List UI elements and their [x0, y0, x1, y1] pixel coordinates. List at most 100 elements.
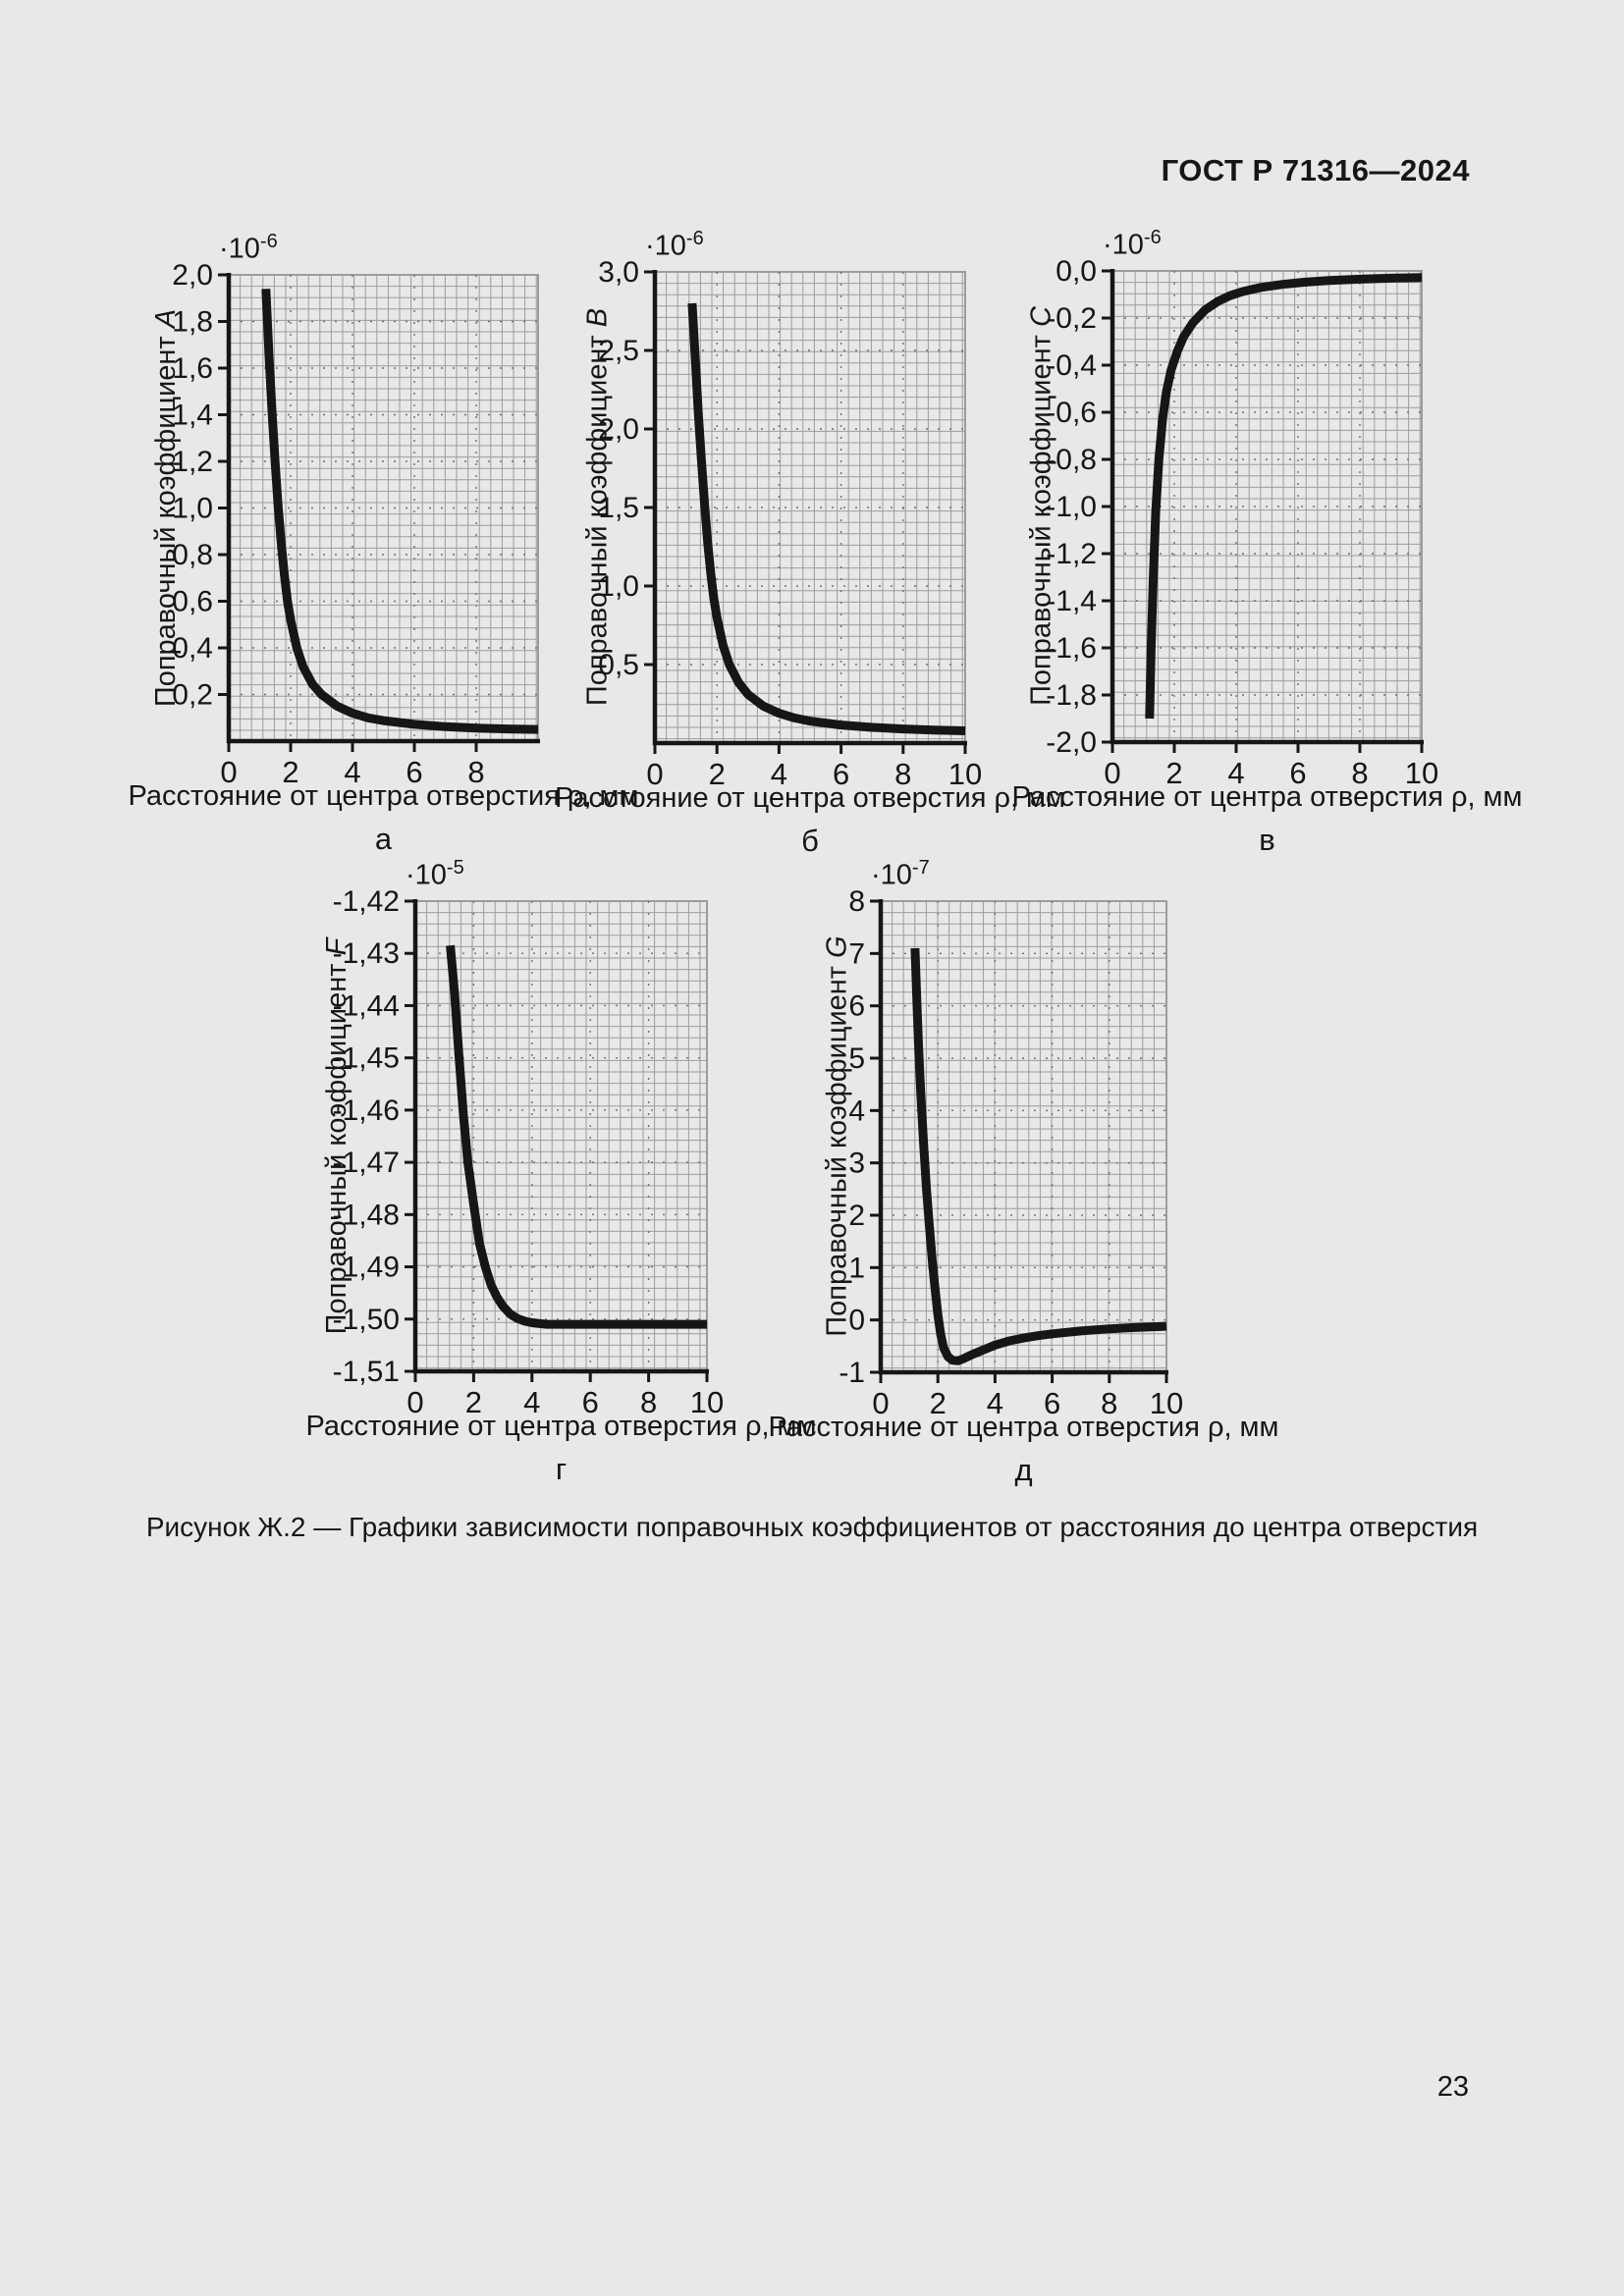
- svg-text:10: 10: [948, 757, 982, 791]
- svg-text:0: 0: [646, 757, 663, 791]
- svg-text:-1,48: -1,48: [333, 1199, 400, 1231]
- svg-text:1,0: 1,0: [598, 570, 639, 603]
- svg-text:6: 6: [1289, 756, 1306, 790]
- svg-text:1,5: 1,5: [598, 492, 639, 524]
- svg-text:0,0: 0,0: [1056, 255, 1097, 288]
- svg-text:2: 2: [282, 755, 298, 789]
- chart-g-y-axis-title: Поправочный коэффициент G: [821, 935, 853, 1337]
- svg-text:8: 8: [1351, 756, 1368, 790]
- svg-text:2,5: 2,5: [598, 335, 639, 367]
- chart-c-x-axis-title: Расстояние от центра отверстия ρ, мм: [1011, 781, 1523, 813]
- svg-text:1,2: 1,2: [172, 446, 213, 478]
- svg-text:4: 4: [987, 1386, 1003, 1420]
- svg-text:1,8: 1,8: [172, 306, 213, 339]
- document-header: ГОСТ Р 71316—2024: [1161, 153, 1470, 187]
- chart-b-x-axis-title: Расстояние от центра отверстия ρ, мм: [555, 782, 1065, 814]
- svg-text:0: 0: [872, 1386, 889, 1420]
- chart-f-plot: 0 2 4 6 8 10 -1,42 -1,43 -1,44 -1,45 -1,46 -1,47 -1,…: [333, 885, 725, 1419]
- svg-text:4: 4: [1227, 756, 1244, 790]
- svg-text:6: 6: [833, 757, 849, 791]
- svg-text:-0,6: -0,6: [1046, 397, 1097, 429]
- chart-f-x-axis-title: Расстояние от центра отверстия ρ, мм: [305, 1411, 817, 1442]
- chart-g-subfigure-label: д: [1014, 1453, 1033, 1487]
- svg-text:-1,46: -1,46: [333, 1095, 400, 1127]
- svg-text:-0,2: -0,2: [1046, 302, 1097, 335]
- chart-c-plot: 0 2 4 6 8 10 0,0 -0,2 -0,4 -0,6 -0,8 -1,0 -1,2 -1,4 -1…: [1046, 255, 1438, 790]
- chart-a-axis-multiplier: ·10-6: [219, 231, 278, 265]
- svg-text:6: 6: [406, 755, 422, 789]
- svg-text:-1,47: -1,47: [333, 1147, 400, 1179]
- figure-caption: Рисунок Ж.2 — Графики зависимости поправ…: [145, 1512, 1479, 1542]
- chart-b-plot: 0 2 4 6 8 10 3,0 2,5 2,0 1,5 1,0 0,5: [598, 256, 982, 791]
- chart-g-x-axis-title: Расстояние от центра отверстия ρ, мм: [768, 1412, 1279, 1443]
- svg-text:-1,0: -1,0: [1046, 491, 1097, 523]
- svg-text:10: 10: [1150, 1386, 1183, 1420]
- chart-b-subfigure-label: б: [801, 824, 819, 858]
- svg-text:10: 10: [690, 1385, 724, 1419]
- chart-c: 0 2 4 6 8 10 0,0 -0,2 -0,4 -0,6 -0,8 -1,0 -1,2 -1,4 -1…: [1001, 226, 1523, 864]
- svg-text:-1,49: -1,49: [333, 1252, 400, 1284]
- svg-text:1,0: 1,0: [172, 493, 213, 525]
- svg-text:-1,2: -1,2: [1046, 538, 1097, 570]
- svg-text:4: 4: [523, 1385, 540, 1419]
- svg-text:-1: -1: [839, 1357, 865, 1389]
- svg-text:2,0: 2,0: [172, 259, 213, 292]
- svg-text:3: 3: [848, 1148, 865, 1180]
- svg-text:-1,6: -1,6: [1046, 632, 1097, 665]
- chart-a: 0 2 4 6 8 2,0 1,8 1,6 1,4 1,2 1,0 0,8 0,6 0,4 0,2 ·10-…: [118, 226, 639, 864]
- svg-text:-0,4: -0,4: [1046, 349, 1097, 382]
- svg-text:-1,8: -1,8: [1046, 679, 1097, 712]
- svg-text:7: 7: [848, 937, 865, 970]
- svg-text:0: 0: [220, 755, 237, 789]
- svg-text:-2,0: -2,0: [1046, 726, 1097, 759]
- svg-text:10: 10: [1405, 756, 1438, 790]
- chart-c-axis-multiplier: ·10-6: [1103, 227, 1162, 261]
- chart-b: 0 2 4 6 8 10 3,0 2,5 2,0 1,5 1,0 0,5 ·10-6 Поправоч…: [550, 226, 1065, 864]
- chart-f-y-axis-title: Поправочный коэффициент F: [320, 937, 352, 1334]
- svg-text:3,0: 3,0: [598, 256, 639, 289]
- svg-text:8: 8: [467, 755, 484, 789]
- svg-text:2,0: 2,0: [598, 413, 639, 446]
- svg-text:4: 4: [848, 1095, 865, 1127]
- svg-text:-0,8: -0,8: [1046, 444, 1097, 476]
- svg-text:0,8: 0,8: [172, 539, 213, 571]
- chart-f-subfigure-label: г: [555, 1452, 568, 1486]
- svg-text:8: 8: [894, 757, 911, 791]
- chart-d-lower-right: 0 2 4 6 8 10 8 7 6 5 4 3 2 1 0 -1 ·10-7 Поправочный коэ…: [766, 852, 1279, 1500]
- svg-text:1,4: 1,4: [172, 400, 213, 432]
- svg-text:-1,42: -1,42: [333, 885, 400, 918]
- svg-text:0: 0: [848, 1305, 865, 1337]
- chart-c-y-axis-title: Поправочный коэффициент C: [1025, 306, 1057, 706]
- svg-text:0,5: 0,5: [598, 649, 639, 681]
- svg-text:2: 2: [848, 1200, 865, 1232]
- svg-text:8: 8: [848, 885, 865, 918]
- chart-f-axis-multiplier: ·10-5: [406, 857, 464, 891]
- svg-text:2: 2: [709, 757, 726, 791]
- chart-a-plot: 0 2 4 6 8 2,0 1,8 1,6 1,4 1,2 1,0 0,8 0,6 0,4 0,2: [172, 259, 540, 789]
- svg-text:6: 6: [848, 990, 865, 1023]
- chart-a-subfigure-label: а: [374, 822, 393, 856]
- svg-text:-1,50: -1,50: [333, 1304, 400, 1336]
- svg-text:0,2: 0,2: [172, 679, 213, 712]
- svg-text:5: 5: [848, 1042, 865, 1075]
- svg-text:-1,43: -1,43: [333, 937, 400, 970]
- chart-g-lower-left: 0 2 4 6 8 10 -1,42 -1,43 -1,44 -1,45 -1,46 -1,47 -1,…: [295, 852, 817, 1500]
- svg-text:6: 6: [1044, 1386, 1060, 1420]
- svg-text:4: 4: [344, 755, 360, 789]
- svg-text:6: 6: [582, 1385, 599, 1419]
- chart-a-x-axis-title: Расстояние от центра отверстия ρ, мм: [128, 780, 639, 812]
- svg-text:-1,44: -1,44: [333, 989, 400, 1022]
- svg-text:0,6: 0,6: [172, 586, 213, 618]
- svg-text:8: 8: [640, 1385, 657, 1419]
- svg-text:0: 0: [406, 1385, 423, 1419]
- svg-text:-1,51: -1,51: [333, 1356, 400, 1388]
- chart-g-axis-multiplier: ·10-7: [871, 857, 930, 891]
- chart-b-axis-multiplier: ·10-6: [645, 228, 704, 262]
- chart-a-y-axis-title: Поправочный коэффициент A: [149, 308, 182, 707]
- svg-text:2: 2: [1165, 756, 1182, 790]
- svg-text:-1,45: -1,45: [333, 1042, 400, 1075]
- svg-text:0: 0: [1104, 756, 1120, 790]
- svg-text:1: 1: [848, 1252, 865, 1284]
